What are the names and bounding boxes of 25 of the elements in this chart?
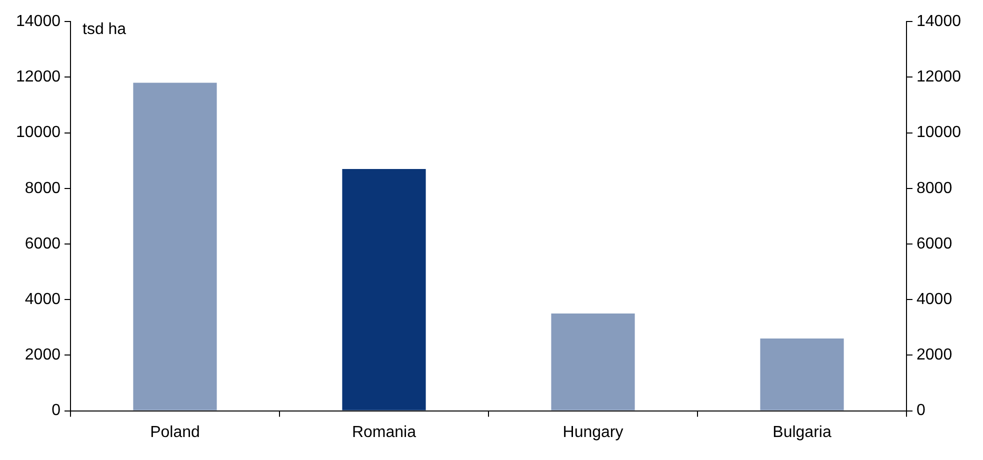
y-tick-label: 6000 — [24, 235, 61, 252]
bar — [760, 338, 844, 410]
y-tick-label: 4000 — [24, 291, 61, 308]
y-tick-label: 0 — [52, 402, 61, 420]
bar — [133, 82, 217, 410]
y-tick-label: 10000 — [16, 124, 61, 142]
y2-tick-label: 6000 — [916, 235, 952, 252]
x-tick-label: Bulgaria — [772, 424, 832, 441]
y-tick-label: 8000 — [24, 180, 61, 197]
y-axis-title: tsd ha — [82, 21, 126, 38]
y-tick-label: 12000 — [16, 68, 61, 86]
bar — [342, 168, 426, 410]
y2-tick-label: 0 — [916, 402, 926, 420]
y2-tick-label: 10000 — [916, 124, 962, 142]
y2-tick-label: 14000 — [916, 13, 962, 30]
y2-tick-label: 8000 — [916, 180, 952, 197]
y-tick-label: 2000 — [24, 346, 61, 364]
y2-tick-label: 4000 — [916, 291, 952, 308]
y-tick-label: 14000 — [16, 13, 61, 30]
y2-tick-label: 12000 — [916, 68, 962, 86]
bar — [551, 314, 635, 410]
x-tick-label: Hungary — [562, 424, 624, 441]
x-tick-label: Romania — [352, 424, 416, 441]
x-tick-label: Poland — [150, 424, 200, 441]
y2-tick-label: 2000 — [916, 346, 952, 364]
